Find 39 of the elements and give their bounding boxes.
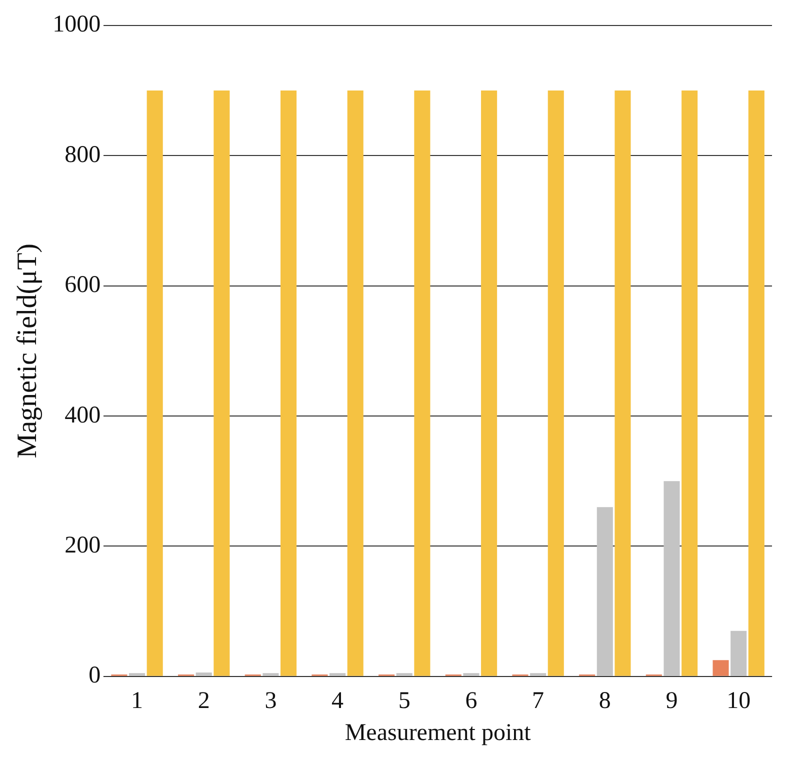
x-tick-label: 10 [726, 688, 751, 714]
x-tick-label: 8 [598, 688, 611, 714]
bar [280, 90, 297, 676]
bar [596, 507, 613, 676]
x-tick-label: 6 [465, 688, 478, 714]
y-axis-title: Magnetic field(μT) [12, 243, 44, 458]
bar [196, 672, 212, 676]
bar [712, 660, 729, 676]
y-tick-label: 800 [64, 142, 101, 168]
bar [347, 90, 364, 676]
bar [481, 90, 498, 676]
bar [414, 90, 430, 676]
bar [146, 90, 163, 676]
bar [129, 673, 146, 676]
bar [682, 90, 698, 676]
x-tick-label: 9 [666, 688, 678, 714]
x-tick-label: 1 [131, 688, 144, 714]
y-tick-label: 0 [88, 662, 101, 689]
bar [614, 90, 631, 676]
bar [330, 673, 346, 676]
bar [463, 673, 480, 676]
x-tick-label: 7 [532, 688, 544, 714]
y-tick-label: 600 [64, 272, 101, 298]
bar [664, 481, 680, 676]
bar [396, 673, 412, 676]
y-tick-label: 400 [64, 402, 101, 428]
x-axis-title: Measurement point [344, 720, 532, 746]
bar [262, 673, 279, 676]
y-tick-label: 1000 [52, 12, 101, 38]
bar [730, 630, 747, 676]
x-tick-label: 4 [332, 688, 344, 714]
x-tick-label: 3 [264, 688, 277, 714]
y-tick-label: 200 [64, 532, 101, 558]
x-tick-label: 5 [398, 688, 410, 714]
bar [548, 90, 564, 676]
bar [748, 90, 764, 676]
bar [530, 673, 546, 676]
x-tick-label: 2 [198, 688, 210, 714]
bar [214, 90, 230, 676]
